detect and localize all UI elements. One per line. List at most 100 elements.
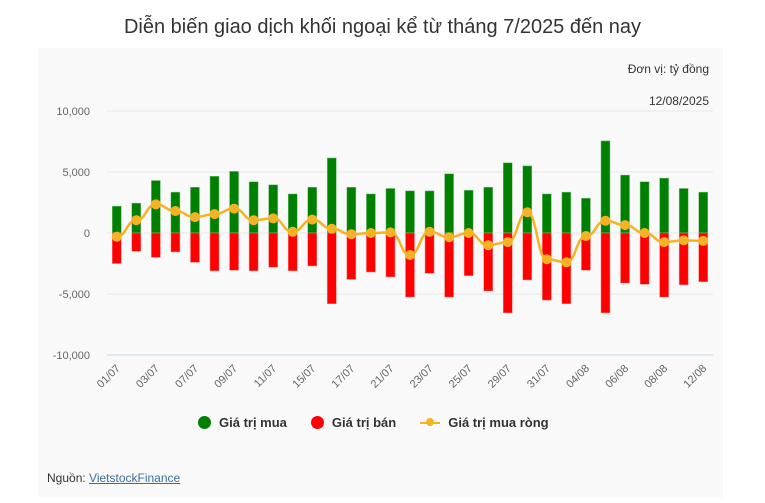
bar-sell[interactable] xyxy=(307,232,318,267)
source-link[interactable]: VietstockFinance xyxy=(89,471,181,485)
bar-buy[interactable] xyxy=(307,187,318,234)
net-point[interactable] xyxy=(170,206,181,217)
net-point[interactable] xyxy=(463,228,474,238)
net-point[interactable] xyxy=(483,240,494,251)
net-point[interactable] xyxy=(424,226,435,237)
bar-sell[interactable] xyxy=(268,232,278,268)
legend-item-buy[interactable]: Giá trị mua xyxy=(198,415,287,430)
bar-buy[interactable] xyxy=(424,190,435,234)
bar-buy[interactable] xyxy=(502,162,513,234)
net-point[interactable] xyxy=(268,213,279,224)
net-point[interactable] xyxy=(405,249,415,260)
bar-buy[interactable] xyxy=(229,171,239,234)
net-point[interactable] xyxy=(209,209,220,220)
bar-buy[interactable] xyxy=(327,157,337,234)
legend-item-net[interactable]: Giá trị mua ròng xyxy=(420,415,549,430)
bar-buy[interactable] xyxy=(444,173,454,234)
x-tick-label: 23/07 xyxy=(408,363,436,391)
net-point[interactable] xyxy=(111,231,122,242)
bar-buy[interactable] xyxy=(190,187,200,234)
bar-sell[interactable] xyxy=(190,232,200,263)
bar-buy[interactable] xyxy=(581,197,591,234)
bar-buy[interactable] xyxy=(463,190,474,234)
net-point[interactable] xyxy=(229,203,240,214)
net-point[interactable] xyxy=(698,235,709,246)
bar-buy[interactable] xyxy=(209,176,220,234)
bar-buy[interactable] xyxy=(522,165,533,234)
bar-buy[interactable] xyxy=(248,181,259,234)
bar-sell[interactable] xyxy=(131,232,142,252)
bar-sell[interactable] xyxy=(366,232,376,273)
net-point[interactable] xyxy=(541,254,552,265)
net-point[interactable] xyxy=(659,237,670,248)
x-tick-label: 08/08 xyxy=(642,363,670,391)
bar-buy[interactable] xyxy=(659,177,669,234)
legend-item-sell[interactable]: Giá trị bán xyxy=(310,415,396,430)
net-point[interactable] xyxy=(600,215,611,226)
net-point[interactable] xyxy=(365,228,376,238)
net-point[interactable] xyxy=(678,235,689,246)
line-marker-icon xyxy=(420,416,441,429)
bar-sell[interactable] xyxy=(229,232,239,271)
bar-sell[interactable] xyxy=(463,232,474,276)
bar-sell[interactable] xyxy=(639,232,650,285)
x-tick-label: 17/07 xyxy=(330,363,358,391)
net-point[interactable] xyxy=(189,212,200,223)
x-tick-label: 09/07 xyxy=(212,363,240,391)
red-dot-icon xyxy=(310,416,324,429)
bar-buy[interactable] xyxy=(346,187,357,234)
bar-sell[interactable] xyxy=(483,232,493,292)
bar-sell[interactable] xyxy=(698,232,708,283)
bar-buy[interactable] xyxy=(698,191,708,234)
chart-title: Diễn biến giao dịch khối ngoại kể từ thá… xyxy=(123,16,642,38)
net-point[interactable] xyxy=(580,231,591,242)
bar-buy[interactable] xyxy=(542,193,552,234)
bar-buy[interactable] xyxy=(405,190,415,234)
bar-sell[interactable] xyxy=(542,232,552,301)
bar-buy[interactable] xyxy=(561,191,572,234)
bar-sell[interactable] xyxy=(561,232,572,305)
bar-buy[interactable] xyxy=(678,188,689,234)
bar-sell[interactable] xyxy=(678,232,689,286)
bar-sell[interactable] xyxy=(151,232,161,258)
legend-label-net: Giá trị mua ròng xyxy=(448,415,549,430)
net-point[interactable] xyxy=(444,232,455,243)
net-point[interactable] xyxy=(620,220,631,231)
bar-sell[interactable] xyxy=(522,232,533,281)
bar-sell[interactable] xyxy=(405,232,415,298)
bar-sell[interactable] xyxy=(327,232,337,305)
net-point[interactable] xyxy=(131,215,142,226)
net-point[interactable] xyxy=(522,207,533,218)
net-point[interactable] xyxy=(385,227,396,238)
net-point[interactable] xyxy=(326,223,337,234)
bar-sell[interactable] xyxy=(502,232,513,314)
bar-sell[interactable] xyxy=(444,232,454,298)
bar-buy[interactable] xyxy=(112,205,122,234)
net-point[interactable] xyxy=(346,229,357,240)
net-point[interactable] xyxy=(561,257,572,268)
bar-sell[interactable] xyxy=(659,232,669,298)
bar-sell[interactable] xyxy=(600,232,611,314)
net-point[interactable] xyxy=(307,214,318,225)
bar-sell[interactable] xyxy=(209,232,220,272)
bar-sell[interactable] xyxy=(346,232,357,280)
bar-buy[interactable] xyxy=(366,193,376,234)
bar-sell[interactable] xyxy=(287,232,298,272)
source-label: Nguồn: xyxy=(47,471,90,485)
bar-sell[interactable] xyxy=(170,232,181,253)
bar-buy[interactable] xyxy=(639,181,650,234)
bar-sell[interactable] xyxy=(620,232,630,284)
bar-sell[interactable] xyxy=(385,232,396,278)
bar-buy[interactable] xyxy=(268,184,278,234)
x-tick-label: 03/07 xyxy=(134,363,162,391)
bar-buy[interactable] xyxy=(385,188,396,234)
bar-sell[interactable] xyxy=(424,232,435,274)
x-tick-label: 07/07 xyxy=(173,363,201,391)
net-point[interactable] xyxy=(150,199,161,210)
bar-sell[interactable] xyxy=(248,232,259,272)
net-point[interactable] xyxy=(502,237,513,248)
net-point[interactable] xyxy=(639,228,650,238)
bar-buy[interactable] xyxy=(483,187,493,234)
net-point[interactable] xyxy=(287,226,298,237)
net-point[interactable] xyxy=(248,215,259,226)
